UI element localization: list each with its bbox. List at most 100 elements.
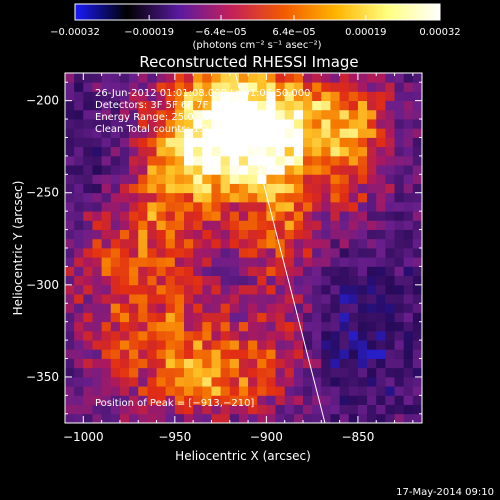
heatmap-cell: [330, 100, 341, 111]
heatmap-cell: [74, 183, 84, 194]
heatmap-cell: [376, 165, 386, 175]
heatmap-cell: [74, 91, 84, 102]
heatmap-cell: [357, 201, 368, 212]
x-tick-label: −900: [250, 430, 283, 444]
heatmap-cell: [65, 109, 75, 120]
heatmap-cell: [275, 165, 286, 175]
heatmap-cell: [92, 266, 103, 277]
heatmap-cell: [110, 248, 121, 258]
heatmap-cell: [348, 174, 359, 184]
heatmap-cell: [385, 91, 395, 102]
heatmap-cell: [211, 395, 222, 405]
heatmap-cell: [156, 330, 167, 341]
heatmap-cell: [92, 109, 103, 120]
heatmap-cell: [138, 376, 148, 387]
heatmap-cell: [385, 119, 395, 129]
heatmap-cell: [184, 128, 194, 138]
heatmap-cell: [394, 376, 405, 387]
heatmap-cell: [357, 330, 368, 341]
heatmap-cell: [156, 257, 167, 267]
heatmap-cell: [202, 146, 212, 157]
heatmap-cell: [321, 119, 331, 129]
heatmap-cell: [92, 128, 103, 138]
heatmap-cell: [403, 386, 414, 396]
heatmap-cell: [138, 192, 148, 203]
heatmap-cell: [357, 404, 368, 415]
heatmap-cell: [357, 109, 368, 120]
heatmap-cell: [376, 349, 386, 359]
heatmap-cell: [303, 165, 313, 175]
heatmap-cell: [165, 82, 176, 92]
heatmap-cell: [303, 137, 313, 148]
heatmap-cell: [394, 109, 405, 120]
heatmap-cell: [284, 73, 295, 83]
heatmap-cell: [74, 330, 84, 341]
heatmap-cell: [202, 376, 212, 387]
heatmap-cell: [184, 73, 194, 83]
heatmap-cell: [101, 349, 112, 359]
heatmap-cell: [321, 100, 331, 111]
heatmap-cell: [156, 128, 167, 138]
heatmap-cell: [339, 330, 350, 341]
colorbar-units: (photons cm⁻² s⁻¹ asec⁻²): [192, 40, 321, 51]
heatmap-cell: [129, 119, 139, 129]
heatmap-cell: [229, 330, 240, 341]
heatmap-cell: [174, 211, 185, 221]
heatmap-cell: [348, 330, 359, 341]
heatmap-cell: [367, 395, 377, 405]
heatmap-cell: [321, 109, 331, 120]
heatmap-cell: [74, 201, 84, 212]
heatmap-cell: [110, 257, 121, 267]
heatmap-cell: [83, 266, 93, 277]
heatmap-cell: [412, 183, 422, 194]
heatmap-cell: [303, 294, 313, 304]
heatmap-cell: [129, 73, 139, 83]
heatmap-cell: [248, 284, 258, 295]
heatmap-cell: [367, 340, 377, 350]
heatmap-cell: [403, 330, 414, 341]
heatmap-cell: [193, 220, 203, 230]
heatmap-cell: [193, 183, 203, 194]
heatmap-cell: [220, 91, 231, 102]
heatmap-cell: [248, 91, 258, 102]
heatmap-cell: [266, 192, 276, 203]
heatmap-cell: [110, 174, 121, 184]
heatmap-cell: [156, 109, 167, 120]
heatmap-cell: [330, 91, 341, 102]
heatmap-cell: [394, 165, 405, 175]
heatmap-cell: [220, 284, 231, 295]
heatmap-cell: [211, 312, 222, 323]
heatmap-cell: [65, 146, 75, 157]
heatmap-cell: [339, 73, 350, 83]
heatmap-cell: [412, 367, 422, 378]
heatmap-cell: [129, 183, 139, 194]
heatmap-cell: [284, 91, 295, 102]
heatmap-cell: [220, 294, 231, 304]
y-tick-label: −200: [26, 94, 59, 108]
heatmap-cell: [193, 73, 203, 83]
heatmap-cell: [284, 395, 295, 405]
heatmap-cell: [248, 165, 258, 175]
heatmap-cell: [303, 376, 313, 387]
heatmap-cell: [129, 413, 139, 423]
heatmap-cell: [138, 294, 148, 304]
heatmap-cell: [248, 395, 258, 405]
heatmap-cell: [211, 146, 222, 157]
heatmap-cell: [156, 340, 167, 350]
heatmap-cell: [394, 146, 405, 157]
heatmap-cell: [129, 220, 139, 230]
heatmap-cell: [330, 165, 341, 175]
heatmap-cell: [348, 248, 359, 258]
heatmap-cell: [74, 109, 84, 120]
heatmap-cell: [119, 192, 130, 203]
heatmap-cell: [238, 367, 249, 378]
heatmap-cell: [394, 128, 405, 138]
heatmap-cell: [220, 248, 231, 258]
heatmap-cell: [165, 358, 176, 369]
heatmap-cell: [367, 257, 377, 267]
heatmap-cell: [129, 201, 139, 212]
annotation-line: Detectors: 3F 5F 6F 7F 8F 9F: [95, 100, 239, 111]
heatmap-cell: [184, 330, 194, 341]
heatmap-cell: [266, 137, 276, 148]
heatmap-cell: [266, 294, 276, 304]
